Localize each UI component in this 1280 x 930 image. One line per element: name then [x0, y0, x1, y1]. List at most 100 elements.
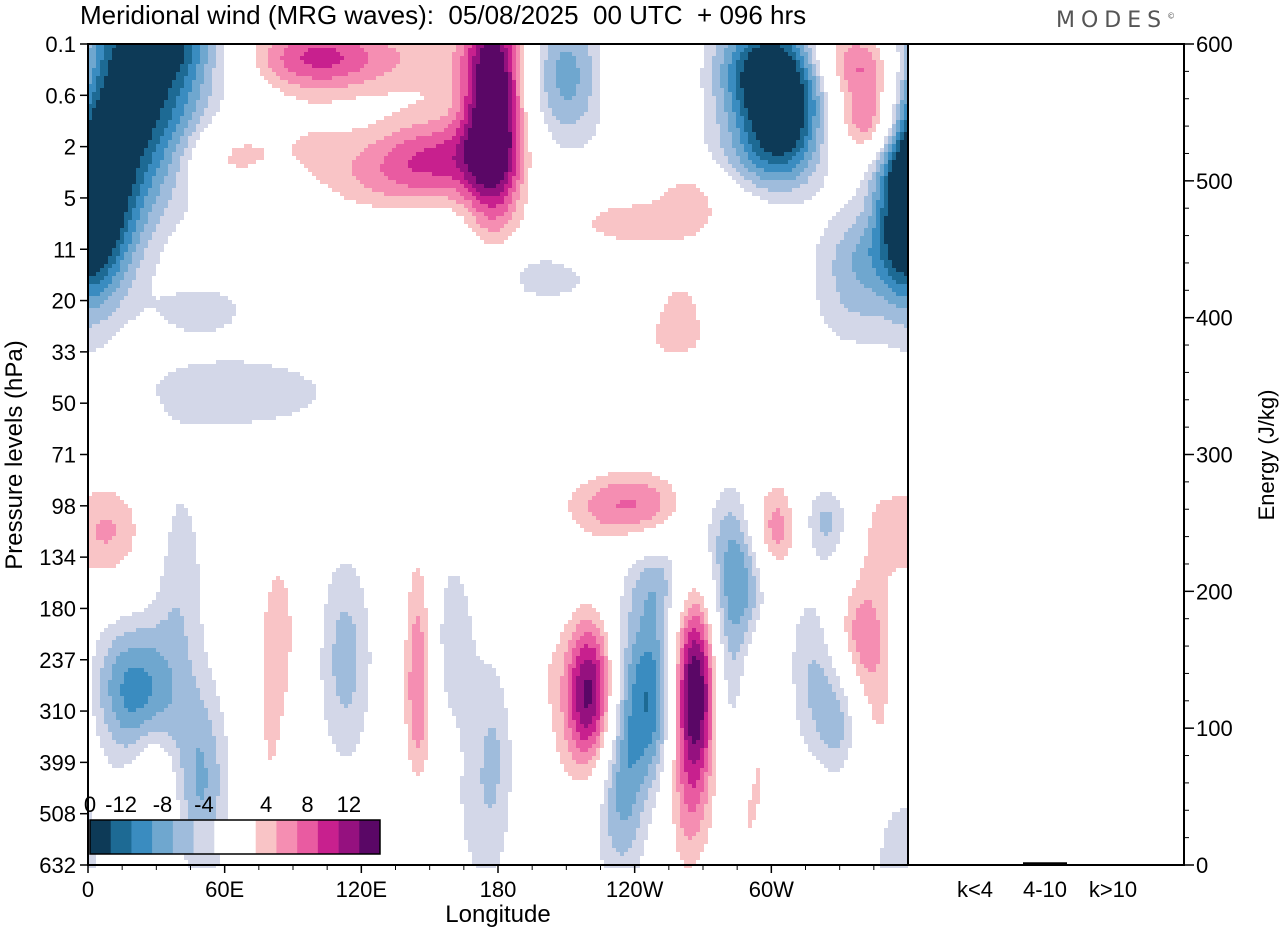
contour-cell [464, 820, 508, 824]
contour-cell [596, 736, 600, 740]
contour-cell [808, 700, 840, 704]
contour-cell [452, 68, 460, 72]
contour-cell [824, 96, 828, 100]
contour-cell [600, 812, 608, 816]
contour-cell [464, 764, 484, 768]
contour-cell [848, 48, 868, 52]
contour-cell [572, 736, 580, 740]
contour-cell [692, 644, 700, 648]
contour-cell [96, 716, 104, 720]
contour-cell [488, 228, 500, 232]
contour-cell [576, 656, 596, 660]
contour-cell [464, 144, 512, 148]
contour-cell [412, 768, 424, 772]
contour-cell [708, 756, 712, 760]
contour-cell [576, 120, 600, 124]
contour-cell [408, 676, 424, 680]
contour-cell [704, 812, 712, 816]
contour-cell [664, 636, 668, 640]
contour-cell [884, 196, 888, 200]
contour-cell [576, 644, 584, 648]
contour-cell [620, 756, 628, 760]
y-tick-label: 0.6 [45, 83, 76, 108]
contour-cell [228, 160, 256, 164]
contour-cell [784, 528, 792, 532]
contour-cell [88, 308, 116, 312]
contour-cell [728, 640, 744, 644]
colorbar-swatch [152, 820, 174, 854]
contour-cell [804, 136, 812, 140]
contour-cell [472, 204, 488, 208]
contour-cell [628, 692, 632, 696]
contour-cell [752, 784, 760, 788]
contour-cell [412, 656, 424, 660]
contour-cell [264, 636, 292, 640]
contour-cell [452, 76, 460, 80]
contour-cell [124, 696, 148, 700]
contour-cell [708, 540, 716, 544]
contour-cell [308, 48, 336, 52]
contour-cell [512, 132, 516, 136]
contour-cell [688, 592, 700, 596]
contour-cell [660, 696, 664, 700]
contour-cell [456, 188, 468, 192]
contour-cell [684, 800, 700, 804]
contour-cell [712, 692, 716, 696]
contour-cell [188, 652, 208, 656]
contour-cell [660, 704, 664, 708]
contour-cell [664, 732, 668, 736]
contour-cell [556, 84, 576, 88]
contour-cell [876, 204, 884, 208]
contour-cell [100, 632, 124, 636]
contour-cell [860, 652, 880, 656]
contour-cell [604, 660, 608, 664]
contour-cell [724, 60, 732, 64]
contour-cell [888, 148, 892, 152]
contour-cell [480, 192, 500, 196]
contour-cell [520, 128, 524, 132]
contour-cell [848, 132, 872, 136]
contour-cell [176, 776, 184, 780]
contour-cell [844, 716, 852, 720]
contour-cell [308, 168, 352, 172]
contour-cell [608, 792, 616, 796]
contour-cell [196, 776, 208, 780]
contour-cell [620, 676, 624, 680]
contour-cell [600, 844, 612, 848]
contour-cell [268, 64, 284, 68]
contour-cell [476, 64, 504, 68]
contour-cell [348, 72, 384, 76]
contour-cell [676, 660, 680, 664]
contour-cell [444, 612, 468, 616]
contour-cell [620, 708, 624, 712]
contour-cell [264, 652, 288, 656]
contour-cell [724, 588, 748, 592]
contour-cell [356, 624, 368, 628]
contour-cell [108, 540, 132, 544]
contour-cell [320, 180, 360, 184]
contour-cell [880, 640, 888, 644]
contour-cell [660, 316, 696, 320]
contour-cell [700, 668, 704, 672]
contour-cell [712, 764, 716, 768]
contour-cell [336, 636, 356, 640]
contour-cell [412, 700, 424, 704]
contour-cell [676, 824, 680, 828]
contour-cell [600, 704, 604, 708]
contour-cell [604, 696, 608, 700]
contour-cell [464, 152, 508, 156]
contour-cell [128, 744, 148, 748]
contour-cell [412, 636, 424, 640]
contour-cell [608, 680, 612, 684]
contour-cell [688, 656, 692, 660]
contour-cell [200, 116, 212, 120]
contour-cell [140, 232, 152, 236]
contour-cell [572, 684, 576, 688]
contour-cell [460, 792, 484, 796]
contour-cell [800, 184, 824, 188]
contour-cell [628, 612, 644, 616]
contour-cell [448, 576, 460, 580]
contour-cell [216, 56, 224, 60]
contour-cell [880, 208, 888, 212]
contour-cell [520, 124, 524, 128]
